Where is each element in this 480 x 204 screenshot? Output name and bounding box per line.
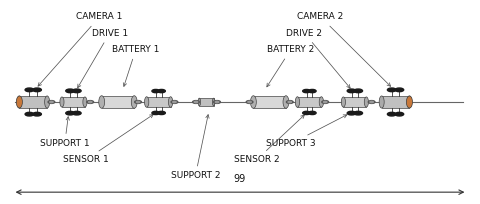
Circle shape (288, 101, 291, 103)
Circle shape (33, 88, 41, 92)
Ellipse shape (379, 96, 384, 108)
Ellipse shape (16, 96, 23, 108)
Circle shape (387, 112, 396, 116)
Circle shape (387, 88, 396, 92)
Circle shape (157, 111, 165, 115)
Circle shape (152, 89, 159, 93)
Circle shape (192, 101, 199, 103)
Ellipse shape (45, 96, 49, 108)
FancyBboxPatch shape (102, 96, 134, 108)
Circle shape (152, 111, 159, 115)
FancyBboxPatch shape (298, 97, 322, 107)
Circle shape (66, 111, 74, 115)
Circle shape (214, 101, 220, 103)
Circle shape (194, 101, 198, 103)
FancyBboxPatch shape (343, 97, 366, 107)
Ellipse shape (132, 96, 137, 108)
Circle shape (303, 89, 311, 93)
Ellipse shape (168, 97, 173, 107)
Text: 99: 99 (234, 174, 246, 184)
Circle shape (66, 89, 74, 93)
Text: SUPPORT 1: SUPPORT 1 (40, 117, 90, 148)
Circle shape (135, 101, 142, 103)
Circle shape (87, 101, 94, 103)
Ellipse shape (407, 96, 412, 108)
Circle shape (136, 101, 140, 103)
Circle shape (309, 111, 316, 115)
Circle shape (370, 101, 373, 103)
Circle shape (157, 89, 165, 93)
Circle shape (395, 88, 404, 92)
Circle shape (354, 89, 362, 93)
Circle shape (216, 101, 219, 103)
Circle shape (173, 101, 176, 103)
Ellipse shape (198, 98, 201, 106)
Circle shape (395, 112, 404, 116)
Text: DRIVE 2: DRIVE 2 (287, 29, 350, 88)
Ellipse shape (407, 96, 412, 108)
Circle shape (25, 112, 34, 116)
Circle shape (171, 101, 178, 103)
Ellipse shape (99, 96, 105, 108)
Circle shape (72, 111, 81, 115)
Ellipse shape (319, 97, 324, 107)
Circle shape (347, 111, 356, 115)
Circle shape (303, 111, 311, 115)
Circle shape (309, 89, 316, 93)
Ellipse shape (17, 96, 22, 108)
Circle shape (88, 101, 92, 103)
Circle shape (25, 88, 34, 92)
Text: BATTERY 1: BATTERY 1 (112, 45, 159, 86)
Ellipse shape (295, 97, 300, 107)
Text: BATTERY 2: BATTERY 2 (267, 45, 314, 87)
Text: DRIVE 1: DRIVE 1 (78, 29, 128, 88)
Ellipse shape (364, 97, 369, 107)
Circle shape (33, 112, 41, 116)
Circle shape (347, 89, 356, 93)
Text: SENSOR 1: SENSOR 1 (63, 115, 153, 164)
Text: CAMERA 1: CAMERA 1 (38, 12, 123, 86)
Text: SUPPORT 2: SUPPORT 2 (170, 115, 220, 181)
FancyBboxPatch shape (147, 97, 170, 107)
Circle shape (50, 101, 53, 103)
Ellipse shape (83, 97, 87, 107)
Circle shape (72, 89, 81, 93)
Text: SUPPORT 3: SUPPORT 3 (266, 115, 347, 148)
FancyBboxPatch shape (62, 97, 85, 107)
Ellipse shape (144, 97, 149, 107)
Circle shape (248, 101, 251, 103)
Text: SENSOR 2: SENSOR 2 (234, 115, 304, 164)
Circle shape (48, 101, 55, 103)
Circle shape (322, 101, 328, 103)
FancyBboxPatch shape (253, 96, 286, 108)
Circle shape (287, 101, 293, 103)
FancyBboxPatch shape (382, 96, 409, 108)
Circle shape (324, 101, 327, 103)
Ellipse shape (60, 97, 64, 107)
FancyBboxPatch shape (19, 96, 47, 108)
Ellipse shape (283, 96, 289, 108)
Circle shape (246, 101, 253, 103)
Circle shape (368, 101, 375, 103)
Ellipse shape (341, 97, 346, 107)
Circle shape (354, 111, 362, 115)
Ellipse shape (212, 98, 215, 106)
Text: CAMERA 2: CAMERA 2 (298, 12, 391, 86)
Ellipse shape (251, 96, 256, 108)
FancyBboxPatch shape (199, 98, 214, 106)
